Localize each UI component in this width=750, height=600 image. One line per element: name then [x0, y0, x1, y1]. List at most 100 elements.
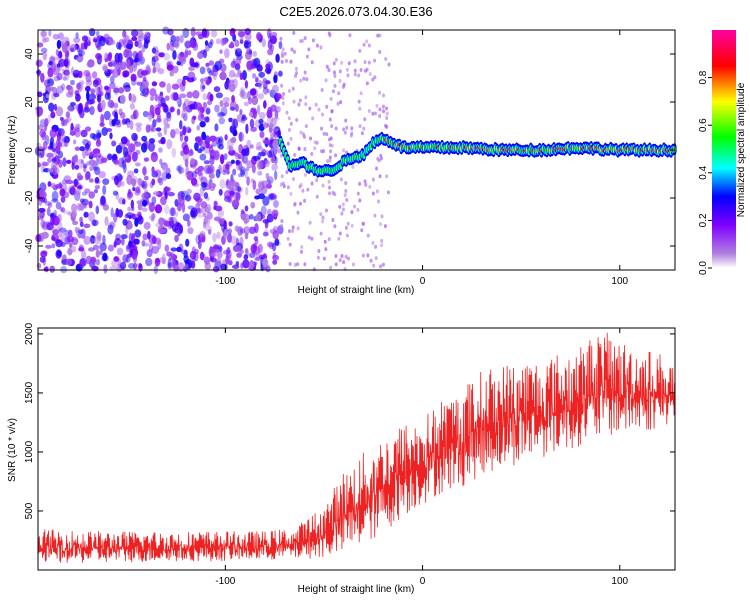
heatmap-noise-cell: [184, 263, 189, 268]
heatmap-noise-cell: [211, 252, 217, 258]
heatmap-noise-cell: [184, 259, 191, 265]
heatmap-noise-cell: [237, 226, 243, 236]
heatmap-noise-cell: [168, 216, 174, 222]
heatmap-noise-cell: [241, 148, 248, 157]
heatmap-noise-cell: [52, 228, 60, 235]
heatmap-noise-cell: [218, 188, 223, 196]
heatmap-noise-cell: [194, 102, 203, 111]
snr-panel: -100 0 100 500 1000 1500 2000 Height of strai…: [7, 322, 676, 595]
heatmap-noise-cell: [115, 144, 123, 154]
heatmap-noise-cell: [91, 219, 99, 227]
heatmap-noise-cell: [206, 211, 213, 220]
heatmap-noise-cell: [113, 256, 120, 263]
heatmap-noise-cell: [239, 72, 244, 81]
heatmap-noise-cell: [107, 99, 115, 108]
heatmap-noise-cell: [212, 265, 220, 273]
heatmap-noise-cell: [125, 43, 133, 50]
heatmap-noise-cell: [78, 244, 84, 252]
heatmap-noise-cell: [263, 160, 271, 165]
heatmap-noise-cell: [114, 52, 120, 63]
heatmap-noise-cell: [145, 140, 151, 150]
heatmap-noise-cell: [248, 96, 253, 105]
heatmap-noise-cell: [259, 130, 265, 139]
heatmap-noise-cell: [289, 59, 293, 64]
heatmap-noise-cell: [113, 159, 120, 165]
heatmap-noise-cell: [85, 79, 93, 87]
heatmap-noise-cell: [371, 241, 375, 246]
heatmap-noise-cell: [170, 129, 176, 139]
heatmap-noise-cell: [248, 214, 254, 220]
heatmap-noise-cell: [48, 30, 52, 37]
heatmap-noise-cell: [269, 228, 277, 234]
heatmap-noise-cell: [294, 66, 298, 71]
heatmap-noise-cell: [50, 110, 55, 118]
heatmap-noise-cell: [200, 82, 205, 93]
heatmap-noise-cell: [47, 157, 53, 163]
heatmap-noise-cell: [49, 265, 56, 273]
heatmap-noise-cell: [337, 91, 341, 96]
heatmap-noise-cell: [109, 82, 116, 90]
heatmap-noise-cell: [367, 60, 371, 65]
heatmap-noise-cell: [249, 88, 257, 96]
heatmap-noise-cell: [151, 178, 156, 186]
heatmap-noise-cell: [172, 49, 177, 60]
heatmap-noise-cell: [334, 57, 338, 62]
heatmap-noise-cell: [203, 216, 209, 225]
heatmap-noise-cell: [143, 40, 149, 49]
heatmap-noise-cell: [202, 77, 209, 82]
heatmap-noise-cell: [49, 141, 54, 149]
heatmap-noise-cell: [328, 155, 332, 160]
heatmap-noise-cell: [378, 113, 382, 118]
heatmap-noise-cell: [128, 92, 132, 102]
heatmap-noise-cell: [280, 174, 284, 179]
heatmap-noise-cell: [171, 83, 180, 90]
heatmap-noise-cell: [307, 47, 311, 52]
heatmap-noise-cell: [345, 197, 349, 202]
heatmap-noise-cell: [56, 39, 62, 49]
heatmap-xtick-label: 100: [611, 276, 628, 287]
heatmap-noise-cell: [188, 66, 195, 71]
heatmap-noise-cell: [79, 258, 86, 269]
heatmap-noise-cell: [55, 201, 62, 210]
heatmap-noise-cell: [207, 100, 212, 106]
heatmap-noise-cell: [98, 170, 106, 179]
heatmap-noise-cell: [152, 191, 160, 196]
heatmap-noise-cell: [190, 40, 198, 48]
heatmap-noise-cell: [231, 264, 240, 269]
heatmap-noise-cell: [204, 206, 210, 214]
heatmap-noise-cell: [281, 101, 285, 106]
heatmap-noise-cell: [218, 112, 226, 117]
heatmap-noise-cell: [310, 152, 314, 157]
heatmap-noise-cell: [61, 132, 66, 142]
heatmap-noise-cell: [78, 47, 83, 57]
heatmap-noise-cell: [142, 165, 147, 176]
heatmap-noise-cell: [269, 123, 274, 128]
heatmap-noise-cell: [118, 157, 125, 168]
heatmap-noise-cell: [123, 38, 127, 49]
heatmap-noise-cell: [344, 181, 348, 186]
heatmap-noise-cell: [141, 79, 149, 89]
heatmap-noise-cell: [164, 95, 170, 101]
heatmap-noise-cell: [155, 117, 162, 123]
heatmap-noise-cell: [218, 246, 223, 253]
heatmap-noise-cell: [234, 63, 241, 71]
heatmap-noise-cell: [182, 151, 190, 162]
heatmap-noise-cell: [322, 256, 326, 261]
heatmap-noise-cell: [140, 91, 147, 97]
heatmap-noise-cell: [207, 228, 212, 235]
heatmap-noise-cell: [70, 79, 75, 86]
heatmap-noise-cell: [303, 172, 307, 177]
heatmap-noise-cell: [272, 230, 279, 240]
heatmap-noise-cell: [314, 102, 318, 107]
heatmap-noise-cell: [332, 70, 336, 75]
heatmap-noise-cell: [82, 163, 88, 169]
heatmap-noise-cell: [105, 72, 111, 78]
heatmap-noise-cell: [244, 168, 248, 179]
heatmap-noise-cell: [333, 74, 337, 79]
heatmap-noise-cell: [142, 69, 150, 75]
heatmap-noise-cell: [347, 61, 351, 66]
heatmap-noise-cell: [77, 49, 86, 57]
heatmap-noise-cell: [130, 73, 137, 82]
heatmap-noise-cell: [189, 250, 197, 260]
heatmap-noise-cell: [265, 63, 271, 70]
